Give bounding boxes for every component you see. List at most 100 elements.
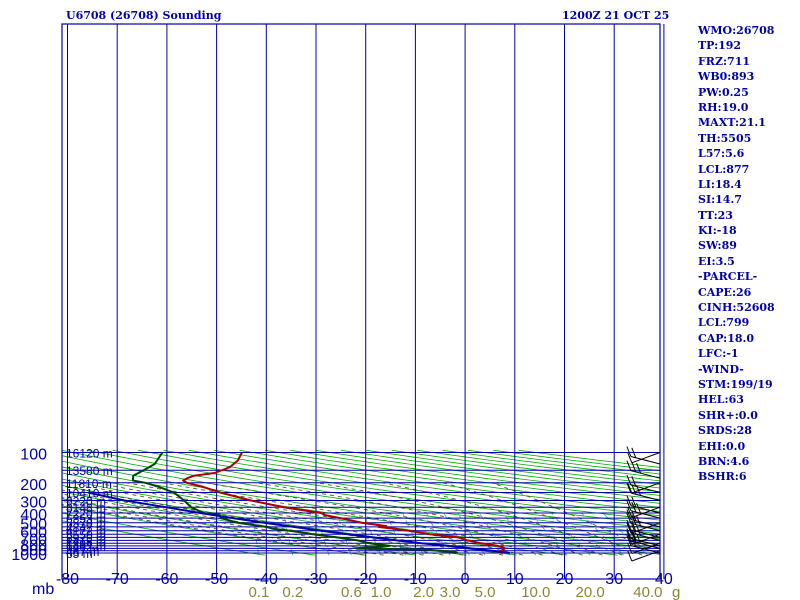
index-line: LI:18.4 bbox=[698, 177, 742, 191]
wind-barb-staff bbox=[630, 484, 661, 493]
index-line: STM:199/19 bbox=[698, 377, 773, 391]
temperature-tick-label: 40 bbox=[655, 571, 673, 588]
dewpoint-trace bbox=[131, 451, 459, 554]
plot-frame bbox=[61, 23, 661, 580]
mixing-ratio-label: 3.0 bbox=[440, 584, 461, 600]
index-line: EI:3.5 bbox=[698, 254, 735, 268]
temperature-trace bbox=[182, 452, 506, 554]
height-label: 13580 m bbox=[66, 464, 113, 478]
index-line: LFC:-1 bbox=[698, 347, 739, 361]
wind-barb-feather bbox=[631, 484, 637, 495]
wind-barb-feather bbox=[631, 524, 637, 535]
mixing-ratio-label: 5.0 bbox=[475, 584, 496, 600]
wind-barb-feather bbox=[626, 530, 632, 542]
wind-barb-feather bbox=[626, 460, 632, 471]
dry-adiabat-line bbox=[62, 512, 316, 556]
pressure-tick-label: 100 bbox=[20, 447, 47, 464]
temperature-tick-label: -40 bbox=[255, 571, 278, 588]
dry-adiabats bbox=[62, 449, 660, 556]
pressure-tick-label: 400 bbox=[20, 507, 47, 524]
sounding-traces bbox=[87, 451, 510, 554]
index-line: CAPE:26 bbox=[698, 285, 752, 299]
height-label: 487 m bbox=[66, 545, 99, 559]
mixing-ratio-label: 20.0 bbox=[575, 584, 604, 600]
index-line: PW:0.25 bbox=[698, 85, 749, 99]
index-line: HEL:63 bbox=[698, 393, 744, 407]
pressure-tick-label: 500 bbox=[20, 517, 47, 534]
dry-adiabat-line bbox=[112, 449, 660, 530]
index-line: -WIND- bbox=[698, 362, 744, 376]
index-line: SW:89 bbox=[698, 239, 737, 253]
index-line: WB0:893 bbox=[698, 70, 755, 84]
height-label: 2975 m bbox=[66, 531, 106, 545]
moist-adiabat-line bbox=[126, 482, 523, 556]
temperature-tick-label: 0 bbox=[461, 571, 470, 588]
pressure-tick-label: 200 bbox=[20, 477, 47, 494]
temperature-tick-label: -20 bbox=[354, 571, 377, 588]
height-label: 7220 m bbox=[66, 507, 106, 521]
pressure-tick-label: 800 bbox=[20, 537, 47, 554]
moist-adiabat-line bbox=[96, 482, 504, 556]
dry-adiabat-line bbox=[239, 449, 660, 508]
index-line: TT:23 bbox=[698, 208, 733, 222]
wind-barb-feather bbox=[631, 514, 637, 525]
height-label: 931 m bbox=[66, 542, 99, 556]
dry-adiabat-line bbox=[290, 449, 660, 500]
wind-barb-feather bbox=[626, 482, 632, 494]
temperature-tick-label: -80 bbox=[56, 571, 79, 588]
wind-barb-feather bbox=[631, 476, 637, 487]
moist-adiabat-line bbox=[62, 500, 384, 556]
wind-barb-feather bbox=[631, 461, 637, 473]
wind-barb-feather bbox=[627, 482, 633, 494]
index-line: LCL:877 bbox=[698, 162, 750, 176]
index-line: L57:5.6 bbox=[698, 147, 745, 161]
mixing-ratio-label: 10.0 bbox=[521, 584, 550, 600]
mixing-ratio-label: 0.1 bbox=[248, 584, 269, 600]
wind-barb-staff bbox=[630, 540, 661, 549]
wind-barb-feather bbox=[627, 550, 633, 562]
temperature-tick-label: 20 bbox=[556, 571, 574, 588]
grid bbox=[61, 23, 665, 580]
height-label: 4847 m bbox=[66, 521, 106, 535]
wind-barb-feather bbox=[631, 536, 637, 547]
index-line: TP:192 bbox=[698, 39, 742, 53]
dry-adiabat-line bbox=[163, 449, 660, 521]
mixing-ratio-label: 1.0 bbox=[371, 584, 392, 600]
wind-barb-staff bbox=[630, 538, 661, 547]
wind-barb-feather bbox=[631, 532, 637, 543]
dry-adiabat-line bbox=[62, 455, 660, 545]
moist-adiabat-line bbox=[70, 482, 484, 556]
index-line: SHR+:0.0 bbox=[698, 408, 758, 422]
wind-barb-feather bbox=[626, 500, 632, 511]
mixing-ratio-line bbox=[581, 512, 624, 556]
station-title: U6708 (26708) Sounding bbox=[66, 9, 222, 22]
wind-barb-feather bbox=[631, 510, 637, 521]
wind-barb-feather bbox=[631, 529, 637, 540]
index-line: RH:19.0 bbox=[698, 100, 749, 114]
height-label: 9220 m bbox=[66, 495, 106, 509]
height-label: 16120 m bbox=[66, 447, 113, 461]
pressure-tick-label: 600 bbox=[20, 525, 47, 542]
wind-barb-feather bbox=[627, 543, 633, 554]
wind-barb-feather bbox=[626, 446, 632, 457]
height-label: 6353 m bbox=[66, 512, 106, 526]
mixing-ratio-label: 0.2 bbox=[282, 584, 303, 600]
wind-barb-feather bbox=[626, 528, 632, 539]
mixing-ratio-unit-label: g bbox=[672, 584, 680, 600]
height-label: 1402 m bbox=[66, 540, 106, 554]
dry-adiabat-line bbox=[264, 449, 660, 504]
wind-barb-staff bbox=[630, 505, 661, 514]
temperature-tick-label: -60 bbox=[155, 571, 178, 588]
pressure-tick-label: 900 bbox=[20, 542, 47, 559]
height-label: 3550 m bbox=[66, 528, 106, 542]
wind-barb-feather bbox=[626, 522, 632, 534]
wind-barb-staff bbox=[630, 545, 661, 554]
wind-barb-feather bbox=[631, 447, 637, 458]
wind-barb-feather bbox=[627, 452, 633, 463]
wind-barb-feather bbox=[631, 496, 637, 507]
index-line: WMO:26708 bbox=[698, 24, 775, 37]
wind-barb-feather bbox=[626, 535, 632, 546]
wind-barb-feather bbox=[626, 474, 632, 486]
